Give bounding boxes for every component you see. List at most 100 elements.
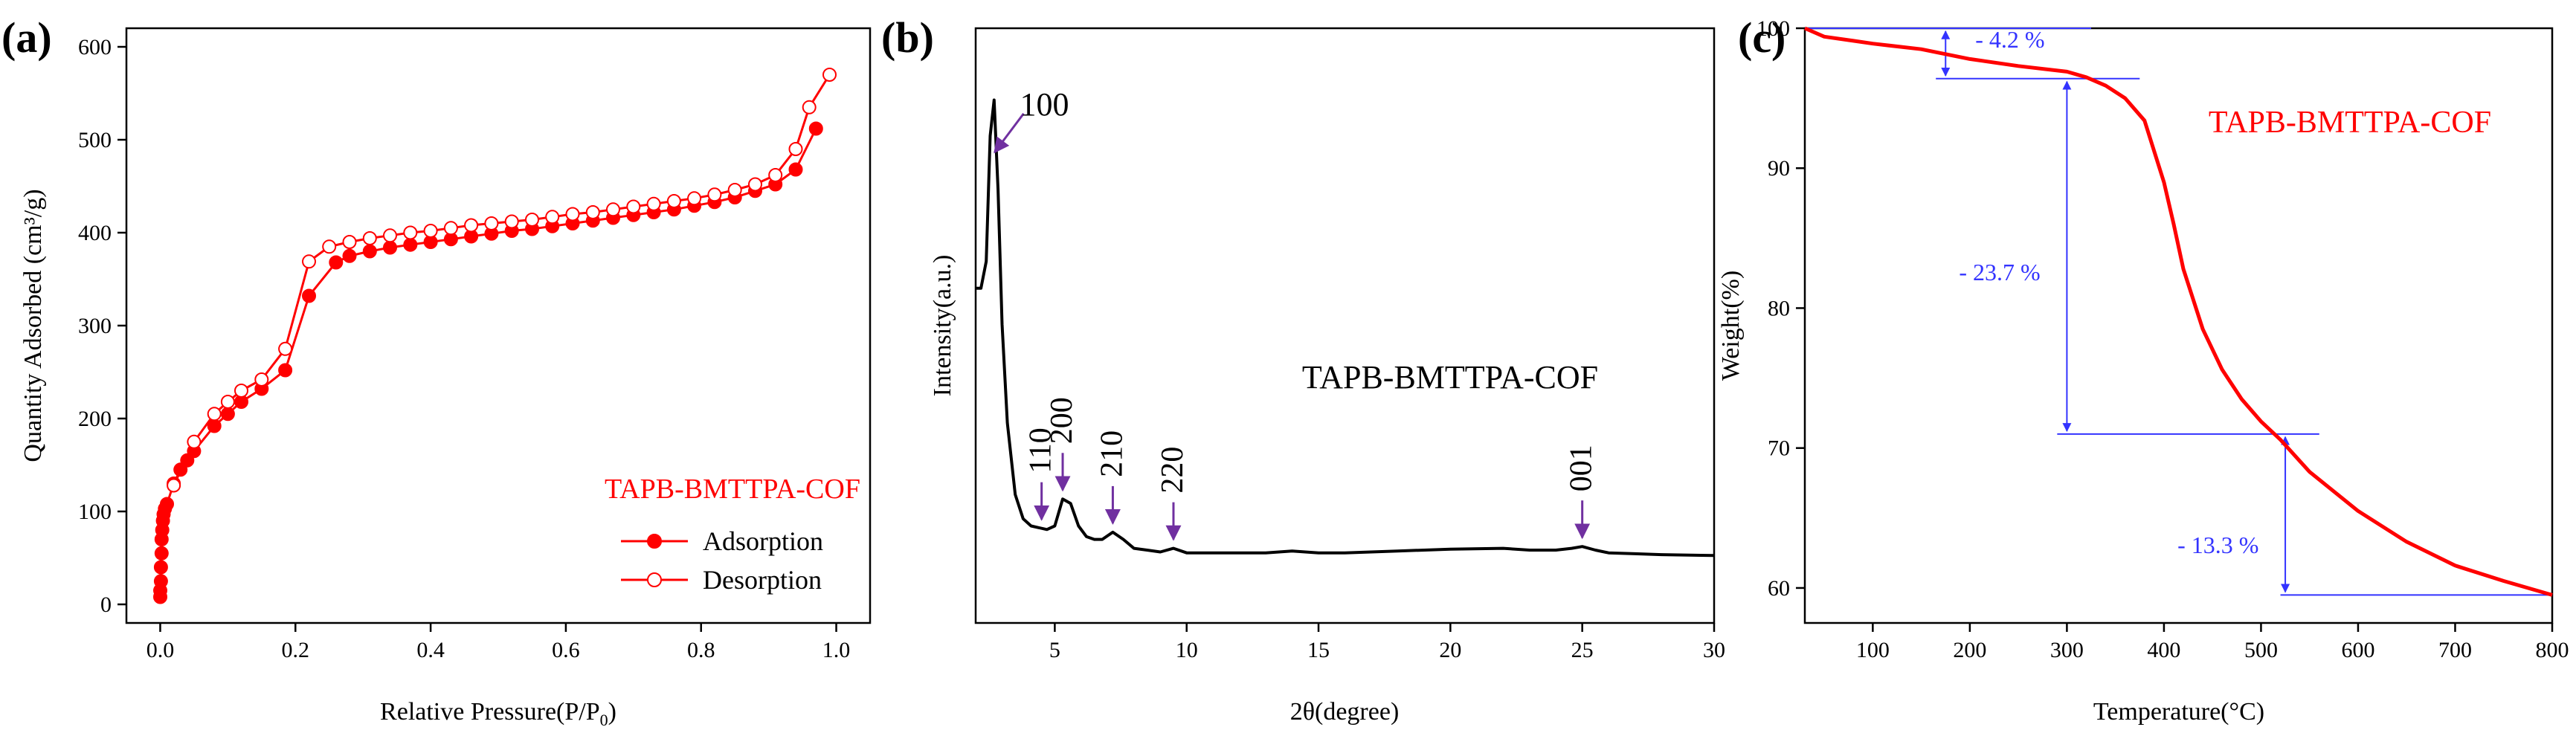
panel-a-desorption-point [423,224,438,238]
panel-b-series [976,98,1715,558]
panel-a-desorption-point [687,191,702,206]
panel-a-legend: Adsorption Desorption [621,526,823,595]
legend-desorption-label: Desorption [703,565,822,595]
panel-b-xtick-label: 30 [1703,638,1725,662]
panel-a-desorption-point [585,205,600,219]
panel-a-ytick-label: 300 [78,314,112,338]
panel-a-desorption-point [768,168,783,182]
panel-a-desorption-point [207,407,222,421]
panel-b-pxrd-line [976,98,1715,558]
panel-b-sample-label: TAPB-BMTTPA-COF [1302,359,1598,395]
panel-a-desorption-point [666,194,681,208]
panel-a-series [153,68,837,604]
panel-a-desorption-point [234,384,248,398]
panel-c-ytick-label: 70 [1768,436,1790,461]
panel-b-label: (b) [881,13,934,62]
panel-b-xtick-label: 20 [1439,638,1461,662]
panel-a-adsorption-point [278,363,293,378]
panel-a-adsorption-point [383,240,397,255]
panel-c-ytick-label: 80 [1768,296,1790,320]
panel-a-desorption-point [525,213,539,227]
panel-a-desorption-line [173,74,831,486]
panel-a-desorption-point [187,434,202,449]
peak-arrow [994,112,1025,154]
panel-b-frame [974,27,1716,624]
panel-a-ytick-label: 0 [100,592,112,617]
panel-a-isotherm: (a) 0.0 0.2 0.4 0.6 0.8 1.0 0 100 200 300 400 500 60… [1,13,872,729]
step-label: - 13.3 % [2177,532,2258,558]
panel-a-ytick-label: 600 [78,35,112,59]
panel-c-annotations: - 4.2 % - 23.7 % - 13.3 % [1805,26,2552,596]
panel-a-desorption-point [254,372,269,387]
panel-a-desorption-point [565,207,580,222]
panel-a-ylabel: Quantity Adsorbed (cm³/g) [19,189,47,462]
panel-a-xtick-label: 0.8 [687,638,715,662]
panel-a-desorption-point [727,183,742,197]
panel-a-adsorption-point [153,574,168,589]
panel-a-xtick-label: 0.2 [282,638,310,662]
peak-label: 200 [1045,397,1079,444]
panel-a-desorption-point [383,228,397,243]
panel-a-ytick-label: 200 [78,407,112,431]
panel-a-xlabel: Relative Pressure(P/P0) [380,698,616,729]
panel-c-xtick-label: 400 [2147,638,2180,662]
panel-c-xtick-label: 100 [1856,638,1890,662]
panel-a-desorption-point [822,68,837,82]
panel-a-ytick-label: 100 [78,500,112,524]
panel-a-desorption-point [278,341,293,356]
panel-c-xtick-label: 700 [2438,638,2472,662]
legend-adsorption-marker [647,534,662,549]
panel-a-adsorption-point [220,407,235,421]
panel-a-adsorption-point [362,244,377,259]
panel-b-xtick-label: 10 [1176,638,1198,662]
panel-a-adsorption-point [342,248,357,263]
panel-c-ytick-label: 60 [1768,576,1790,601]
step-label: - 23.7 % [1959,259,2040,285]
panel-c-ytick-label: 90 [1768,156,1790,181]
panel-a-ytick-label: 500 [78,128,112,152]
peak-label: 100 [1020,86,1069,123]
panel-c-ticks: 100 200 300 400 500 600 700 800 60 70 80 90 100 [1756,16,2569,662]
panel-a-adsorption-point [154,546,169,561]
panel-a-desorption-point [788,142,803,156]
panel-a-desorption-point [707,187,722,202]
panel-c-ytick-label: 100 [1756,16,1790,41]
panel-a-adsorption-point [788,162,803,177]
panel-b-xtick-label: 25 [1571,638,1594,662]
panel-b-xtick-label: 5 [1049,638,1060,662]
panel-a-desorption-point [484,216,499,230]
panel-a-desorption-point [606,202,620,217]
panel-c-tga: (c) 100 200 300 400 500 600 700 800 60 70 80 90100 … [1717,13,2569,726]
panel-a-xtick-label: 0.4 [416,638,445,662]
panel-c-xtick-label: 200 [1953,638,1986,662]
legend-adsorption-label: Adsorption [703,526,823,556]
panel-a-desorption-point [220,395,235,409]
panel-a-desorption-point [302,254,316,269]
panel-a-ticks: 0.0 0.2 0.4 0.6 0.8 1.0 0 100 200 300 400 500 600 [78,35,850,662]
panel-c-xtick-label: 800 [2536,638,2569,662]
panel-a-adsorption-point [160,497,174,511]
panel-a-adsorption-point [329,255,344,270]
panel-c-xtick-label: 500 [2244,638,2278,662]
panel-c-ylabel: Weight(%) [1717,271,1745,381]
panel-a-desorption-point [322,239,337,254]
panel-a-desorption-point [167,478,181,493]
peak-label: 001 [1565,445,1599,491]
peak-label: 220 [1156,447,1190,494]
legend-desorption-marker [647,572,662,587]
panel-a-desorption-point [342,235,357,249]
panel-a-ytick-label: 400 [78,221,112,245]
panel-a-label: (a) [1,13,52,62]
panel-a-desorption-point [504,214,519,229]
peak-label: 110 [1024,427,1058,473]
panel-a-desorption-point [626,199,641,214]
panel-c-xtick-label: 300 [2050,638,2084,662]
step-label: - 4.2 % [1975,26,2044,53]
panel-c-xlabel: Temperature(°C) [2093,698,2264,726]
panel-a-xtick-label: 0.0 [146,638,175,662]
panel-a-adsorption-point [302,288,316,303]
panel-a-desorption-point [464,218,479,233]
